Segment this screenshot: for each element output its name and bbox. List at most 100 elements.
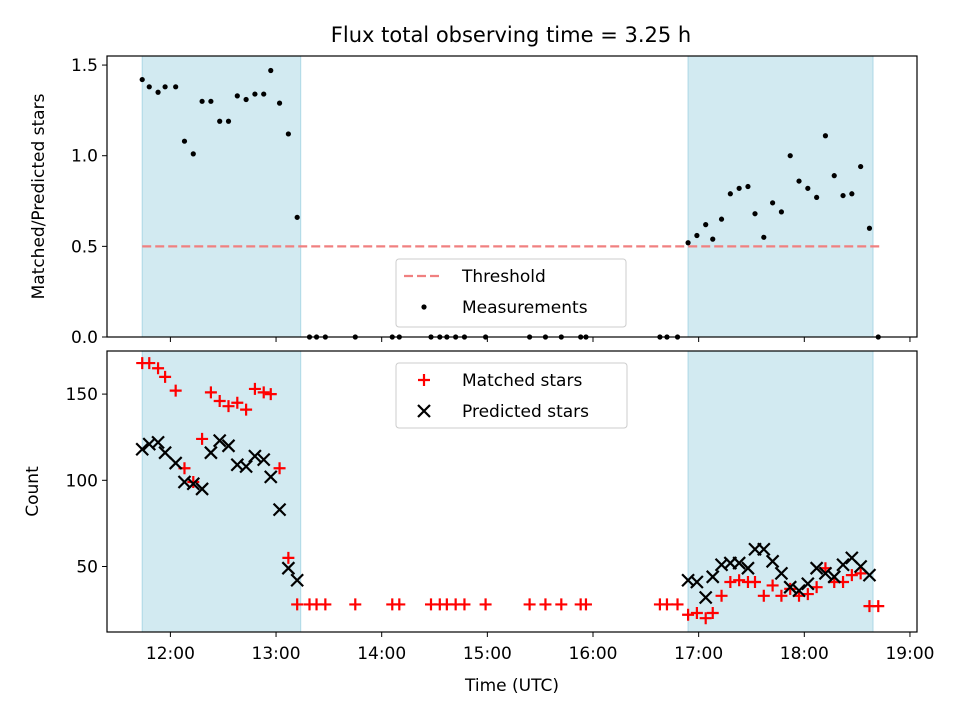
matched-point [282,551,295,564]
matched-point [264,388,277,401]
y-axis-label: Matched/Predicted stars [29,93,49,299]
matched-point [757,589,770,602]
matched-point [784,582,797,595]
predicted-point [827,570,842,584]
y-axis-label: Count [23,466,43,517]
x-tick-label: 17:00 [674,644,723,664]
predicted-point [158,445,172,460]
measurement-point [181,138,188,144]
x-tick-label: 18:00 [780,644,829,664]
ratio-panel: 0.0 0.5 1.0 1.5 Matched/Predicted stars Thres… [29,55,918,348]
matched-point [458,598,471,611]
predicted-point [765,554,780,569]
measurement-point [225,118,232,124]
predicted-point [204,445,218,460]
y-tick-label: 1.5 [71,56,98,76]
matched-point [671,598,684,611]
y-tick-label: 100 [66,471,98,491]
predicted-point [135,442,149,457]
y-tick-label: 0.0 [71,328,98,348]
matched-point [257,386,270,399]
measurement-point [294,214,300,220]
matched-point [213,394,226,407]
legend-marker [417,404,431,418]
predicted-point [221,439,236,453]
predicted-point [836,557,850,572]
measurement-point [745,183,751,190]
matched-point [706,607,719,620]
matched-point [749,576,761,589]
x-tick-label: 19:00 [885,644,934,664]
measurement-point [787,153,793,159]
predicted-point [809,561,824,575]
matched-point [690,607,703,620]
predicted-point [195,482,209,496]
legend-label: Matched stars [462,371,582,391]
predicted-point [168,456,183,470]
predicted-point [862,568,877,582]
legend-label: Threshold [461,267,546,287]
legend-box [395,362,628,429]
x-tick-label: 12:00 [146,644,195,664]
measurement-point [778,209,785,215]
y-tick-label: 0.5 [71,237,98,257]
measurement-point [831,173,837,179]
predicted-point [757,542,771,557]
measurement-point [199,98,205,104]
measurement-point [694,232,700,239]
measurement-point [770,200,776,206]
matched-point [187,476,200,489]
x-tick-label: 14:00 [357,644,406,664]
measurement-point [752,211,758,217]
measurement-point [285,131,291,137]
predicted-point [818,566,833,581]
measurement-point [858,163,864,170]
matched-point [204,386,217,399]
count-panel: 50 100 150 12:00 13:00 14:00 15:00 16:00 17:00 18… [23,350,934,696]
predicted-point [705,570,720,584]
measurement-point [139,76,145,83]
predicted-point [774,566,789,581]
predicted-point [151,435,165,450]
predicted-point [792,583,806,598]
measurement-point [840,192,846,199]
predicted-point [281,561,296,575]
predicted-point [263,470,278,484]
matched-point [660,598,673,611]
matched-point [152,362,165,375]
matched-point [273,462,286,475]
matched-point [682,608,695,621]
x-tick-label: 16:00 [569,644,618,664]
measurement-point [217,118,223,124]
matched-point [854,567,867,580]
series-x [135,433,877,605]
measurement-point [146,84,152,90]
matched-point [143,357,156,370]
matched-point [523,598,536,611]
matched-point [845,569,858,582]
measurement-point [814,194,820,201]
measurement-point [243,96,249,103]
measurement-point [162,84,168,90]
matched-point [393,598,406,611]
chart-title: Flux total observing time = 3.25 h [331,23,691,47]
measurement-point [276,100,283,106]
measurement-point [155,89,161,95]
measurement-point [208,98,214,104]
matched-point [733,574,746,587]
legend-marker [418,374,430,386]
legend-label: Predicted stars [462,402,589,422]
measurement-point [710,236,716,242]
matched-point [349,598,362,611]
matched-point [872,600,885,613]
predicted-point [248,449,262,463]
predicted-point [732,556,746,570]
predicted-point [256,452,271,467]
measurement-point [173,84,179,90]
y-tick-label: 150 [66,385,98,405]
matched-point [319,598,332,611]
measurement-point [234,93,240,99]
x-tick-label: 15:00 [463,644,512,664]
predicted-point [690,575,704,589]
legend: Threshold Measurements [395,258,627,328]
